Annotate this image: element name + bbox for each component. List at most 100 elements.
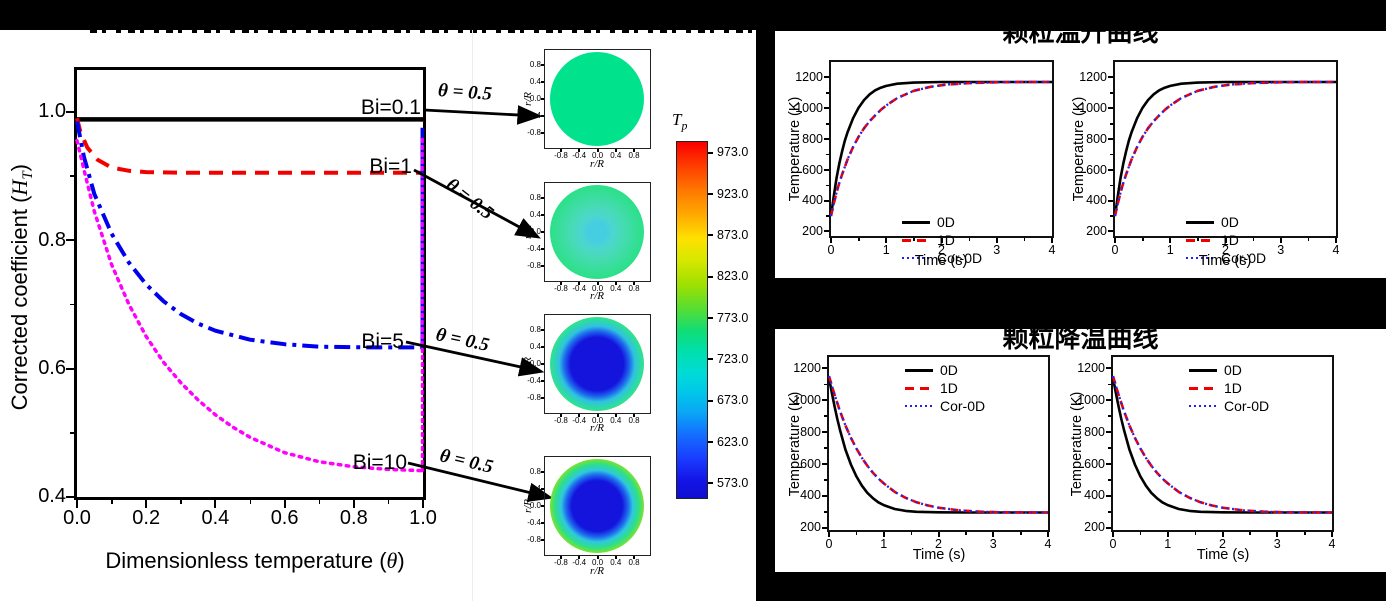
x-tick-label: 0.4 (201, 507, 230, 529)
series-0D (1111, 377, 1332, 514)
y-tick (824, 199, 829, 202)
y-minor-tick (824, 415, 827, 417)
y-tick-label: -0.8 (527, 128, 541, 138)
x-tick-label: 0.0 (591, 151, 604, 160)
left-chart-xlabel: Dimensionless temperature (θ) (105, 548, 405, 573)
x-tick-label: 2 (1219, 537, 1226, 551)
series-1D (827, 375, 1049, 514)
y-tick (66, 496, 74, 498)
x-tick-label: -0.4 (572, 284, 587, 293)
x-minor-tick (855, 532, 858, 535)
y-tick (541, 522, 544, 525)
x-tick (596, 556, 599, 559)
y-tick (541, 397, 544, 400)
y-minor-tick (824, 479, 827, 481)
y-minor-tick (70, 432, 74, 434)
y-tick (541, 328, 544, 331)
y-minor-tick (1108, 511, 1111, 513)
contour3-xlabel: r/R (589, 422, 605, 434)
x-tick-label: 0 (1109, 537, 1117, 551)
y-tick (541, 213, 544, 216)
y-tick (66, 110, 74, 113)
right-panel-background: 颗粒温升曲线 Temperature (K) 0D 1D Cor-0D 0 1 2 3… (756, 0, 1386, 601)
x-tick (1276, 532, 1279, 537)
y-tick (541, 231, 544, 233)
heating-plot-left: 0D 1D Cor-0D 0 1 2 3 4 200 400 600 800 1000 1200 (795, 60, 1055, 266)
series-canvas (75, 117, 425, 473)
y-tick (66, 239, 74, 242)
y-tick-label: 923.0 (717, 186, 749, 201)
y-tick-label: 573.0 (717, 475, 749, 490)
legend-line-1d (902, 238, 930, 242)
y-tick-label: 873.0 (717, 228, 749, 243)
x-minor-tick (1139, 532, 1142, 535)
y-tick-label: -0.4 (527, 244, 541, 254)
x-minor-tick (913, 238, 915, 241)
series-Cor-0D (829, 80, 1052, 217)
x-tick (76, 500, 78, 508)
x-tick-label: 0.4 (610, 284, 622, 293)
y-tick-label: 1200 (793, 360, 821, 375)
y-tick-label: 0.4 (529, 210, 541, 220)
x-tick-label: 0.8 (628, 284, 640, 293)
y-tick (824, 137, 829, 140)
x-tick (1112, 532, 1114, 537)
y-tick (1106, 462, 1111, 465)
x-tick (614, 556, 617, 559)
x-tick (1224, 238, 1227, 243)
contour-plot-bi-10: -0.8 -0.4 0.0 0.4 0.8 -0.8 -0.4 0.0 0.4 0.8 (527, 456, 651, 567)
annotation-arrows (405, 105, 554, 502)
x-tick (633, 414, 636, 417)
y-tick-label: 0.8 (529, 60, 541, 70)
heating-left-legend: 0D 1D Cor-0D (902, 213, 982, 267)
arrow-bi-0p1 (423, 105, 543, 125)
y-tick (708, 440, 713, 443)
x-tick (214, 500, 217, 508)
y-minor-tick (1108, 479, 1111, 481)
x-tick-label: -0.8 (554, 558, 568, 567)
cooling-plot-right: 0D 1D Cor-0D 0 1 2 3 4 200 400 600 800 1000 1200 (1077, 355, 1335, 551)
legend-line-1d (905, 386, 933, 390)
y-tick (541, 115, 544, 118)
y-tick (824, 168, 829, 171)
legend-label-1d: 1D (1224, 380, 1242, 396)
x-tick-label: 1.0 (409, 507, 437, 529)
y-minor-tick (826, 92, 829, 94)
cooling-left-ylabel: Temperature (K) (787, 391, 803, 497)
legend-line-cor0d (1186, 256, 1214, 260)
y-tick-label: 200 (1084, 520, 1105, 535)
y-tick-label: -0.8 (527, 535, 541, 545)
cooling-left-legend: 0D 1D Cor-0D (905, 361, 985, 415)
legend-label-cor0d: Cor-0D (1224, 398, 1270, 414)
cooling-plot-left: 0D 1D Cor-0D 0 1 2 3 4 200 400 600 800 1000 1200 (793, 355, 1051, 551)
series-0D (1113, 80, 1336, 217)
x-tick (596, 414, 599, 417)
y-tick-label: 0.4 (529, 484, 541, 494)
heating-card-title: 颗粒温升曲线 (1002, 31, 1159, 47)
x-tick (882, 532, 885, 537)
x-tick-label: -0.4 (572, 151, 587, 160)
y-tick (541, 505, 544, 507)
heating-right-ylabel: Temperature (K) (1071, 96, 1087, 202)
x-tick (578, 149, 581, 152)
legend-label-1d: 1D (1221, 232, 1239, 248)
x-tick-label: -0.8 (554, 284, 568, 293)
legend-row-0d: 0D (1186, 213, 1266, 231)
y-tick (66, 367, 74, 370)
contour1-ylabel: r/R (522, 91, 534, 107)
y-tick (541, 80, 544, 83)
legend-row-0d: 0D (1189, 361, 1269, 379)
y-tick-label: 1200 (1079, 70, 1107, 85)
x-tick (614, 414, 617, 417)
legend-row-1d: 1D (902, 231, 982, 249)
y-tick (1106, 399, 1111, 402)
x-tick-label: 0.0 (591, 284, 604, 293)
y-tick-label: 1000 (1079, 100, 1107, 115)
heating-plot-right: 0D 1D Cor-0D 0 1 2 3 4 200 400 600 800 1000 1200 (1079, 60, 1339, 266)
y-minor-tick (1110, 153, 1113, 156)
x-tick (937, 532, 940, 537)
x-minor-tick (387, 500, 390, 504)
cooling-card: 颗粒降温曲线 Temperature (K) 0D 1D Cor-0D 0 1 2 3… (775, 329, 1386, 572)
y-minor-tick (1110, 92, 1113, 94)
x-minor-tick (1023, 238, 1026, 241)
